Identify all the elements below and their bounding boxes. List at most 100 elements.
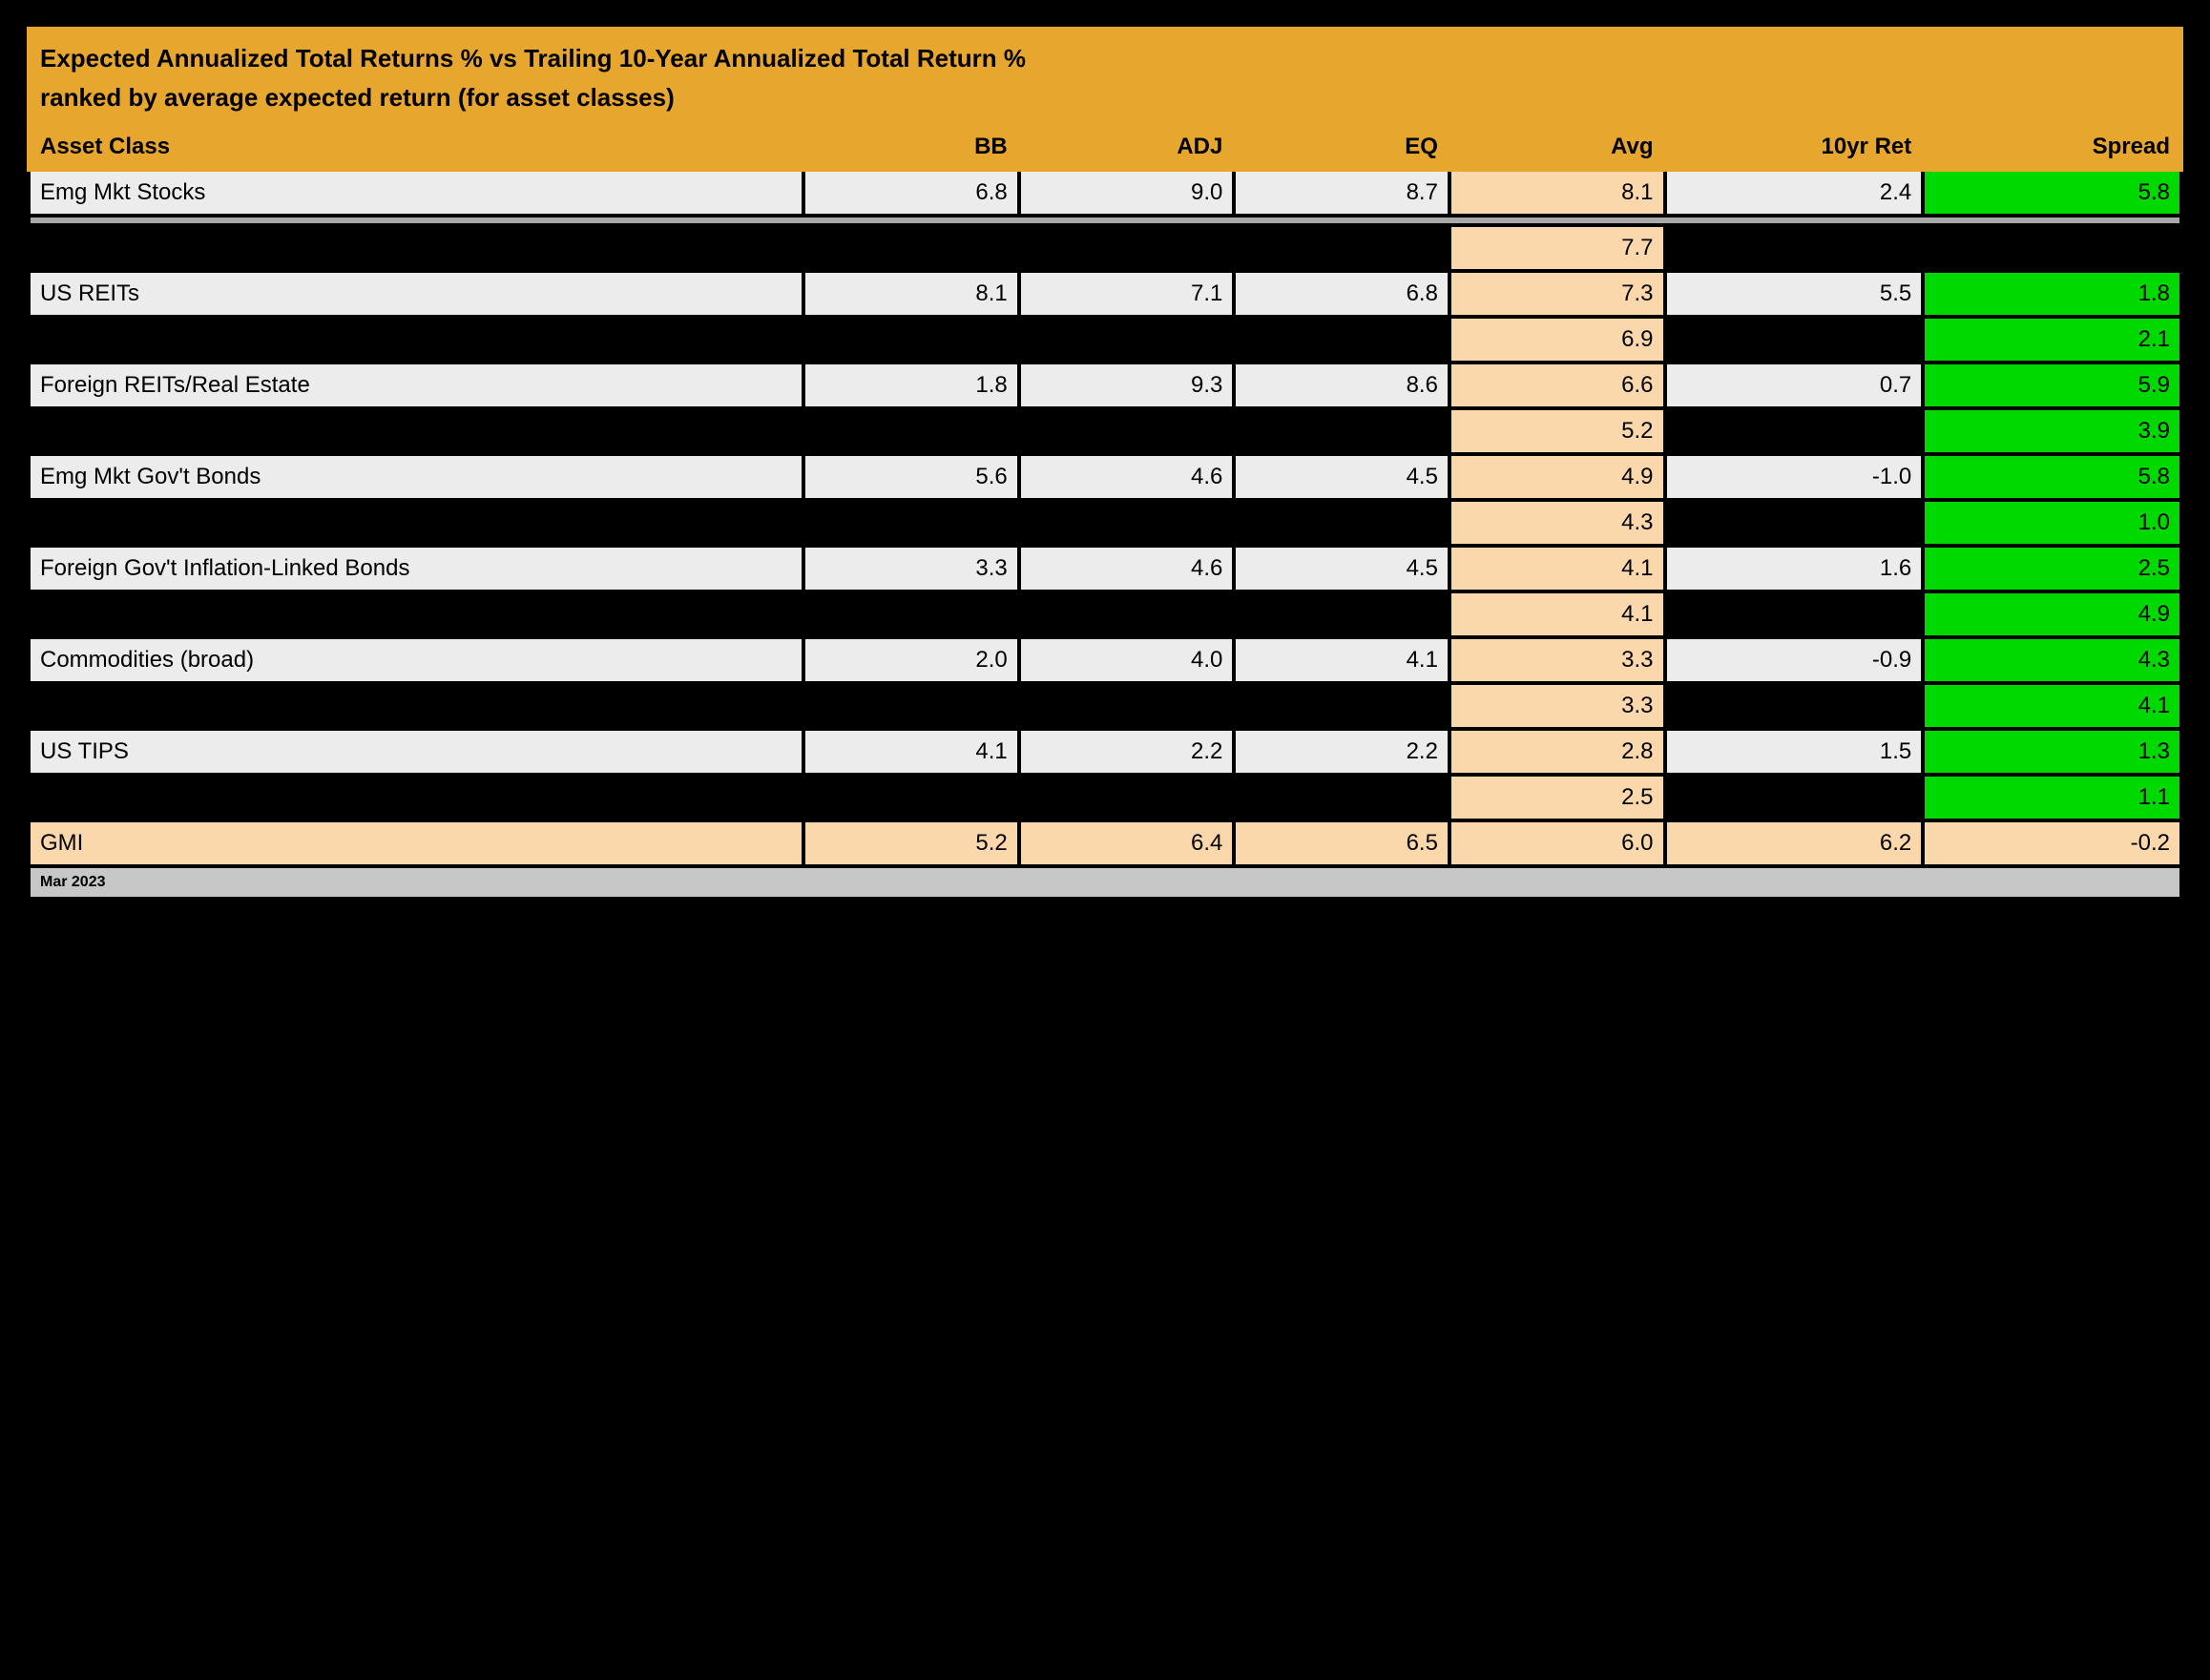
ret10-cell: 0.7: [1665, 363, 1924, 408]
col-header: BB: [803, 124, 1019, 170]
bb-cell: [803, 408, 1019, 454]
table-row: 4.1 4.9: [29, 591, 2181, 637]
spread-cell: 1.8: [1923, 271, 2181, 317]
adj-cell: [1019, 408, 1235, 454]
avg-cell: 6.6: [1449, 363, 1665, 408]
bb-cell: 5.2: [803, 820, 1019, 866]
adj-cell: 9.0: [1019, 170, 1235, 216]
col-header: EQ: [1234, 124, 1449, 170]
avg-cell: 2.5: [1449, 775, 1665, 820]
eq-cell: 2.2: [1234, 729, 1449, 775]
table-row: 6.92.1: [29, 317, 2181, 363]
asset-class-cell: [29, 317, 803, 363]
eq-cell: 4.1: [1234, 637, 1449, 683]
table-row: Commodities (broad)2.04.04.13.3-0.94.3: [29, 637, 2181, 683]
bb-cell: [803, 500, 1019, 546]
col-header: Spread: [1923, 124, 2181, 170]
table-row: Emg Mkt Stocks6.89.08.78.12.45.8: [29, 170, 2181, 216]
asset-class-cell: [29, 225, 803, 271]
eq-cell: [1234, 225, 1449, 271]
ret10-cell: 1.6: [1665, 546, 1924, 591]
spread-cell: 1.0: [1923, 500, 2181, 546]
table-row: GMI5.26.46.56.06.2-0.2: [29, 820, 2181, 866]
table-title: Expected Annualized Total Returns % vs T…: [29, 29, 2181, 79]
avg-cell: 7.7: [1449, 225, 1665, 271]
spread-cell: 3.9: [1923, 408, 2181, 454]
asset-class-cell: Commodities (broad): [29, 637, 803, 683]
ret10-cell: 6.2: [1665, 820, 1924, 866]
spread-cell: 1.3: [1923, 729, 2181, 775]
asset-class-cell: [29, 500, 803, 546]
spread-cell: 1.1: [1923, 775, 2181, 820]
table-row: US REITs8.17.16.87.35.51.8: [29, 271, 2181, 317]
ret10-cell: [1665, 225, 1924, 271]
asset-class-cell: Foreign REITs/Real Estate: [29, 363, 803, 408]
ret10-cell: [1665, 317, 1924, 363]
avg-cell: 4.1: [1449, 591, 1665, 637]
spread-cell: 4.9: [1923, 591, 2181, 637]
avg-cell: 4.3: [1449, 500, 1665, 546]
bb-cell: 3.3: [803, 546, 1019, 591]
eq-cell: [1234, 683, 1449, 729]
table-row: 4.3 1.0: [29, 500, 2181, 546]
avg-cell: 6.9: [1449, 317, 1665, 363]
spread-cell: 4.3: [1923, 637, 2181, 683]
bb-cell: [803, 775, 1019, 820]
avg-cell: 5.2: [1449, 408, 1665, 454]
table-row: 3.3 4.1: [29, 683, 2181, 729]
spread-cell: 5.9: [1923, 363, 2181, 408]
eq-cell: [1234, 317, 1449, 363]
avg-cell: 3.3: [1449, 683, 1665, 729]
bb-cell: 2.0: [803, 637, 1019, 683]
adj-cell: 6.4: [1019, 820, 1235, 866]
bb-cell: 6.8: [803, 170, 1019, 216]
returns-table: Expected Annualized Total Returns % vs T…: [27, 27, 2183, 901]
bb-cell: 1.8: [803, 363, 1019, 408]
avg-cell: 4.1: [1449, 546, 1665, 591]
adj-cell: 9.3: [1019, 363, 1235, 408]
bb-cell: [803, 591, 1019, 637]
ret10-cell: [1665, 775, 1924, 820]
avg-cell: 6.0: [1449, 820, 1665, 866]
adj-cell: [1019, 591, 1235, 637]
eq-cell: 8.6: [1234, 363, 1449, 408]
asset-class-cell: US TIPS: [29, 729, 803, 775]
ret10-cell: [1665, 500, 1924, 546]
avg-cell: 8.1: [1449, 170, 1665, 216]
bb-cell: [803, 225, 1019, 271]
eq-cell: [1234, 591, 1449, 637]
table-row: 7.7: [29, 225, 2181, 271]
asset-class-cell: Foreign Gov't Inflation-Linked Bonds: [29, 546, 803, 591]
col-header: Asset Class: [29, 124, 803, 170]
eq-cell: 6.5: [1234, 820, 1449, 866]
spread-cell: [1923, 225, 2181, 271]
asset-class-cell: [29, 408, 803, 454]
adj-cell: [1019, 500, 1235, 546]
table-row: Emg Mkt Gov't Bonds5.64.64.54.9-1.05.8: [29, 454, 2181, 500]
spread-cell: 5.8: [1923, 454, 2181, 500]
spread-cell: -0.2: [1923, 820, 2181, 866]
ret10-cell: 5.5: [1665, 271, 1924, 317]
eq-cell: 4.5: [1234, 546, 1449, 591]
spread-cell: 2.5: [1923, 546, 2181, 591]
asset-class-cell: Emg Mkt Gov't Bonds: [29, 454, 803, 500]
table-row: 5.2 3.9: [29, 408, 2181, 454]
col-header: ADJ: [1019, 124, 1235, 170]
ret10-cell: -1.0: [1665, 454, 1924, 500]
ret10-cell: [1665, 408, 1924, 454]
bb-cell: 8.1: [803, 271, 1019, 317]
adj-cell: [1019, 317, 1235, 363]
avg-cell: 7.3: [1449, 271, 1665, 317]
eq-cell: [1234, 775, 1449, 820]
adj-cell: 7.1: [1019, 271, 1235, 317]
col-header: 10yr Ret: [1665, 124, 1924, 170]
avg-cell: 3.3: [1449, 637, 1665, 683]
adj-cell: [1019, 683, 1235, 729]
eq-cell: 8.7: [1234, 170, 1449, 216]
eq-cell: [1234, 408, 1449, 454]
spread-cell: 4.1: [1923, 683, 2181, 729]
table-footer: Mar 2023: [29, 866, 2181, 899]
avg-cell: 4.9: [1449, 454, 1665, 500]
eq-cell: 6.8: [1234, 271, 1449, 317]
asset-class-cell: [29, 683, 803, 729]
